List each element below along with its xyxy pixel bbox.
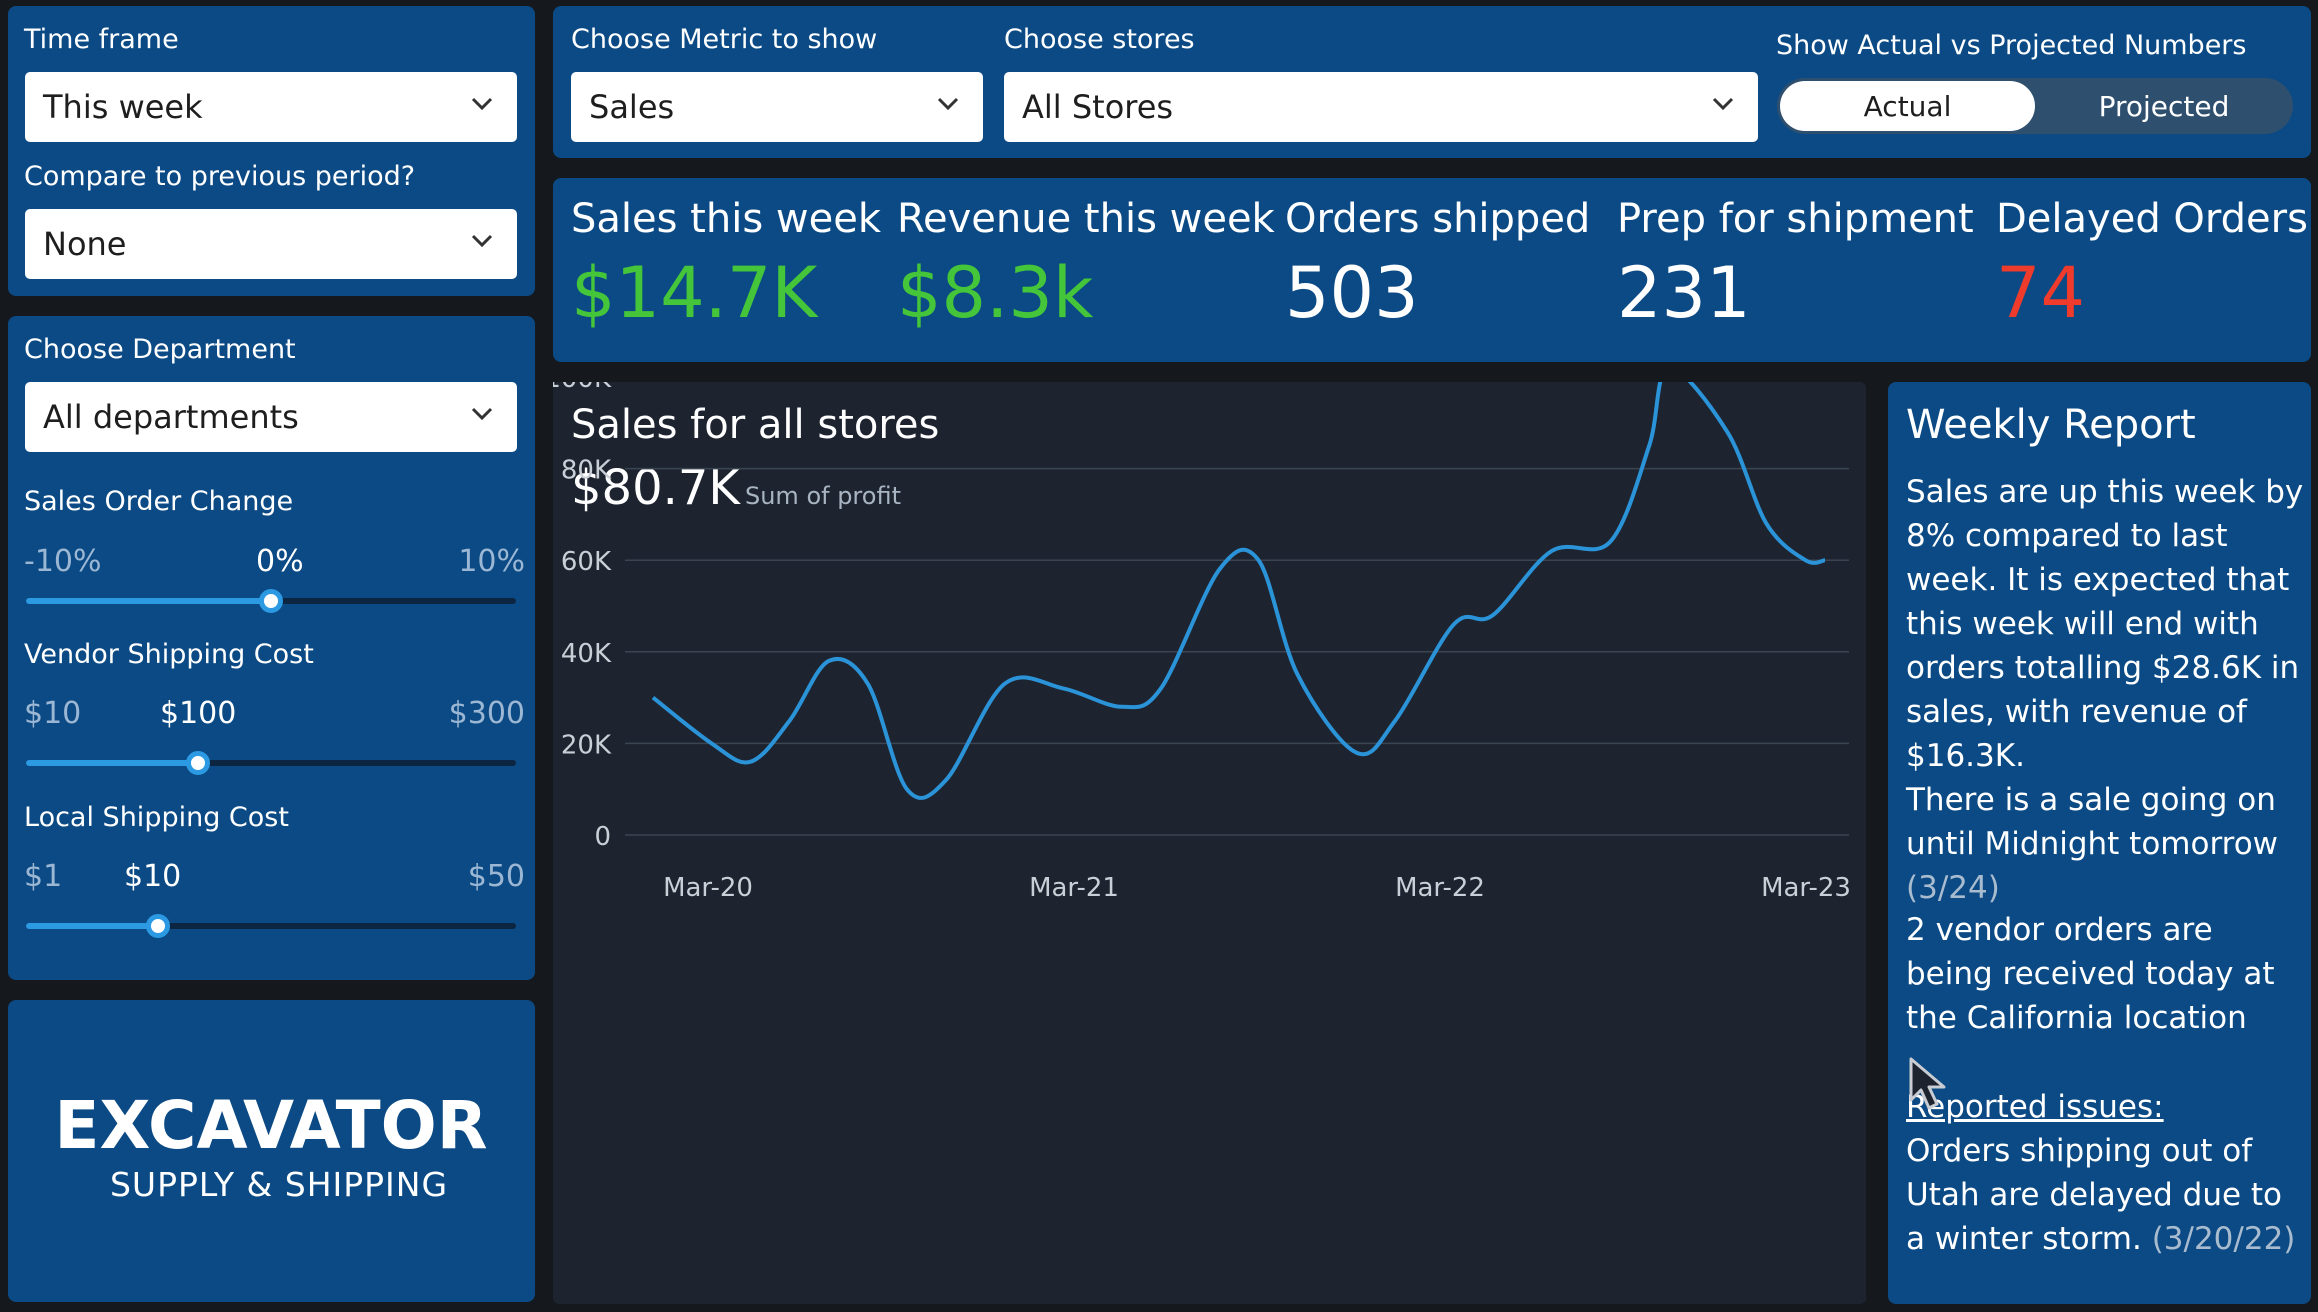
slider-thumb[interactable] [185,751,210,775]
compare-value: None [43,225,127,263]
report-paragraph-3: 2 vendor orders are being received today… [1906,912,2275,1036]
issues-date: (3/20/22) [2151,1221,2296,1257]
slider-current: $10 [124,859,182,894]
slider-current: $100 [160,696,237,731]
compare-dropdown[interactable]: None [25,209,517,279]
stores-label: Choose stores [1004,24,1195,55]
issues-text: Orders shipping out of Utah are delayed … [1906,1133,2283,1257]
chart-title: Sales for all stores [571,402,940,448]
metric-value: Sales [589,88,675,126]
kpi-prep-value: 231 [1617,252,1751,334]
chevron-down-icon [1712,97,1734,111]
reported-issues-heading[interactable]: Reported issues: [1906,1089,2164,1125]
local-shipping-label: Local Shipping Cost [24,802,289,833]
local-shipping-slider[interactable] [26,914,516,938]
slider-min: $10 [24,696,82,731]
report-panel [1888,382,2311,1304]
vendor-shipping-slider[interactable] [26,751,516,775]
time-frame-dropdown[interactable]: This week [25,72,517,142]
slider-fill [26,923,159,929]
compare-label: Compare to previous period? [24,161,416,192]
slider-current: 0% [256,544,304,579]
stores-dropdown[interactable]: All Stores [1004,72,1758,142]
kpi-panel [553,178,2311,362]
logo-line2: SUPPLY & SHIPPING [110,1165,448,1204]
slider-min: $1 [24,859,63,894]
department-panel: Choose Department All departments Sales … [8,316,535,980]
slider-max: $50 [467,859,525,894]
report-title: Weekly Report [1906,402,2196,448]
filters-panel: Time frame This week Compare to previous… [8,6,535,296]
mouse-cursor-icon [1909,1057,1946,1110]
chart-total-caption: Sum of profit [744,482,901,510]
kpi-sales-value: $14.7K [571,252,818,334]
kpi-shipped-label: Orders shipped [1285,196,1591,242]
toggle-actual[interactable]: Actual [1780,81,2035,131]
chevron-down-icon [471,97,493,111]
slider-fill [26,760,198,766]
chart-panel: Sales for all stores $80.7K Sum of profi… [553,382,1866,1304]
vendor-shipping-label: Vendor Shipping Cost [24,639,314,670]
logo-line1: EXCAVATOR [54,1087,487,1164]
toggle-label: Show Actual vs Projected Numbers [1776,30,2247,61]
kpi-sales-label: Sales this week [571,196,881,242]
kpi-delayed-label: Delayed Orders [1996,196,2308,242]
x-tick-label: Mar-22 [1395,873,1485,903]
department-label: Choose Department [24,334,296,365]
slider-min: -10% [24,544,102,579]
x-tick-label: Mar-21 [1029,873,1119,903]
kpi-revenue-label: Revenue this week [897,196,1275,242]
y-tick-label: 40K [561,639,612,669]
y-tick-label: 60K [561,547,612,577]
y-tick-label: 80K [561,456,612,486]
sale-note: There is a sale going on until Midnight … [1906,782,2279,862]
kpi-prep-label: Prep for shipment [1617,196,1974,242]
kpi-shipped-value: 503 [1285,252,1419,334]
report-issues: Orders shipping out of Utah are delayed … [1906,1129,2306,1261]
actual-projected-toggle[interactable]: Actual Projected [1777,78,2293,134]
logo-panel: EXCAVATOR SUPPLY & SHIPPING [8,1000,535,1302]
metric-label: Choose Metric to show [571,24,878,55]
stores-value: All Stores [1022,88,1174,126]
y-tick-label: 0 [594,822,611,852]
report-paragraph-2: There is a sale going on until Midnight … [1906,778,2306,910]
company-logo: EXCAVATOR SUPPLY & SHIPPING [54,1087,487,1204]
department-dropdown[interactable]: All departments [25,382,517,452]
sale-date: (3/24) [1906,870,2000,906]
y-tick-label: 100K [553,382,612,394]
vendor-shipping-values: $10 $100 $300 [24,696,525,732]
chevron-down-icon [937,97,959,111]
slider-fill [26,598,271,604]
slider-max: $300 [448,696,525,731]
time-frame-label: Time frame [24,24,179,55]
kpi-delayed-value: 74 [1996,252,2086,334]
sales-order-change-slider[interactable] [26,589,516,613]
sales-line-chart: 0 20K 40K 60K 80K 100K Mar-20 Mar-21 Mar-22 Mar-2… [553,382,1851,903]
metric-dropdown[interactable]: Sales [571,72,983,142]
department-value: All departments [43,398,299,436]
local-shipping-values: $1 $10 $50 [24,859,525,895]
sales-series-line [651,382,1826,800]
kpi-revenue-value: $8.3k [897,252,1094,334]
chevron-down-icon [471,407,493,421]
slider-thumb[interactable] [259,589,283,613]
slider-thumb[interactable] [146,914,171,938]
toggle-projected[interactable]: Projected [2098,89,2230,123]
chevron-down-icon [471,234,493,248]
sales-order-change-values: -10% 0% 10% [24,544,525,580]
slider-max: 10% [458,544,525,579]
time-frame-value: This week [43,88,203,126]
report-paragraph-1: Sales are up this week by 8% compared to… [1906,474,2304,774]
x-tick-label: Mar-23 [1761,873,1851,903]
sales-order-change-label: Sales Order Change [24,486,294,517]
y-tick-label: 20K [561,730,612,760]
x-tick-label: Mar-20 [663,873,753,903]
